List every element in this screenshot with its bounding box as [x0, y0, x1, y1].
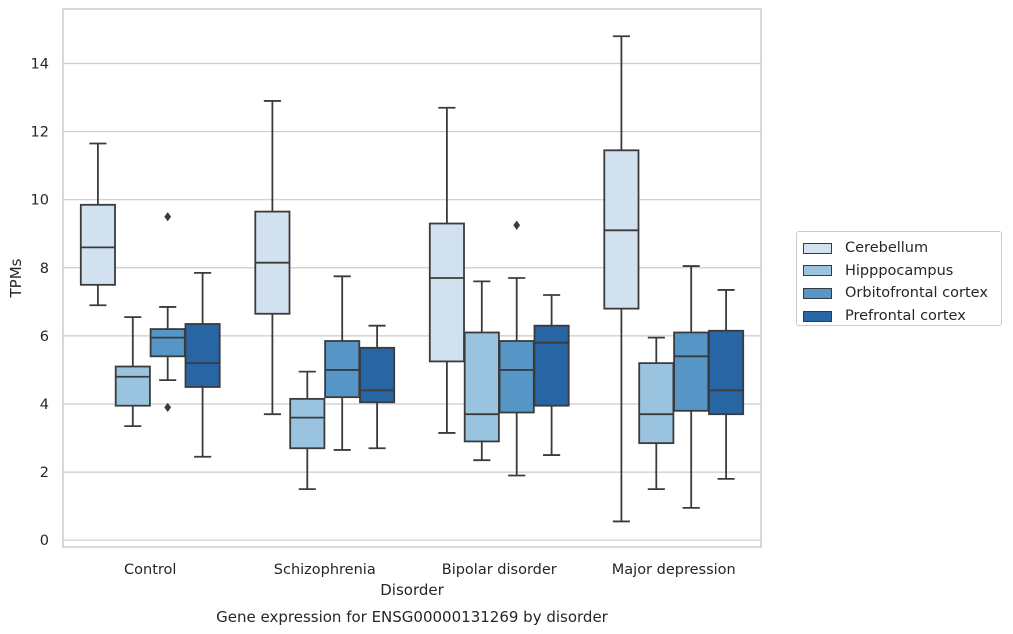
y-tick-label: 12: [31, 125, 49, 141]
y-tick-label: 4: [40, 397, 49, 413]
x-tick-label: Major depression: [612, 562, 736, 578]
box-iqr: [428, 222, 465, 363]
outlier-point: [164, 402, 172, 412]
box-iqr: [79, 203, 116, 286]
box-iqr: [463, 331, 500, 443]
legend-label: Orbitofrontal cortex: [845, 285, 988, 302]
box-prefrontal-cortex: [533, 294, 570, 456]
box-hipppocampus: [638, 336, 675, 491]
legend: Cerebellum Hipppocampus Orbitofrontal cort…: [796, 231, 1002, 326]
y-tick-label: 14: [31, 56, 49, 72]
box-iqr: [289, 397, 326, 450]
box-hipppocampus: [463, 280, 500, 462]
y-tick-labels: 0 2 4 6 8 10 12 14: [31, 56, 49, 549]
box-prefrontal-cortex: [708, 289, 745, 480]
plot-area-frame: [62, 8, 762, 548]
box-orbitofrontal-cortex: [149, 212, 186, 412]
y-tick-label: 6: [40, 329, 49, 345]
legend-label: Prefrontal cortex: [845, 308, 966, 325]
legend-swatch: [803, 287, 832, 299]
box-cerebellum: [79, 142, 116, 307]
x-tick-label: Bipolar disorder: [442, 562, 557, 578]
legend-swatch: [803, 242, 832, 254]
box-iqr: [708, 329, 745, 416]
box-orbitofrontal-cortex: [498, 220, 535, 477]
y-tick-label: 0: [40, 533, 49, 549]
box-orbitofrontal-cortex: [324, 275, 361, 451]
box-iqr: [149, 328, 186, 358]
x-tick-label: Schizophrenia: [274, 562, 376, 578]
legend-item: Orbitofrontal cortex: [803, 282, 1001, 305]
legend-item: Prefrontal cortex: [803, 305, 1001, 328]
box-prefrontal-cortex: [184, 271, 221, 458]
box-iqr: [533, 324, 570, 407]
x-tick-labels: Control Schizophrenia Bipolar disorder Majo…: [124, 562, 736, 578]
legend-swatch: [803, 265, 832, 277]
box-iqr: [498, 340, 535, 414]
box-cerebellum: [428, 106, 465, 434]
y-axis-label: TPMs: [7, 258, 25, 298]
box-iqr: [673, 331, 710, 412]
y-tick-label: 10: [31, 193, 49, 209]
box-hipppocampus: [289, 370, 326, 491]
x-axis-label: Disorder: [380, 581, 444, 599]
box-iqr: [638, 362, 675, 445]
y-tick-label: 2: [40, 465, 49, 481]
box-cerebellum: [254, 100, 291, 416]
legend-label: Cerebellum: [845, 240, 929, 257]
plot-boxes: [79, 35, 745, 523]
outlier-point: [513, 220, 521, 230]
outlier-point: [164, 212, 172, 222]
legend-item: Hipppocampus: [803, 260, 1001, 283]
x-tick-label: Control: [124, 562, 176, 578]
legend-label: Hipppocampus: [845, 262, 954, 279]
box-iqr: [359, 346, 396, 404]
box-orbitofrontal-cortex: [673, 265, 710, 509]
legend-swatch: [803, 310, 832, 322]
chart-caption: Gene expression for ENSG00000131269 by d…: [216, 608, 609, 626]
box-iqr: [114, 365, 151, 407]
y-tick-label: 8: [40, 261, 49, 277]
box-prefrontal-cortex: [359, 324, 396, 450]
box-cerebellum: [603, 35, 640, 523]
box-iqr: [184, 323, 221, 388]
legend-item: Cerebellum: [803, 237, 1001, 260]
box-hipppocampus: [114, 316, 151, 428]
